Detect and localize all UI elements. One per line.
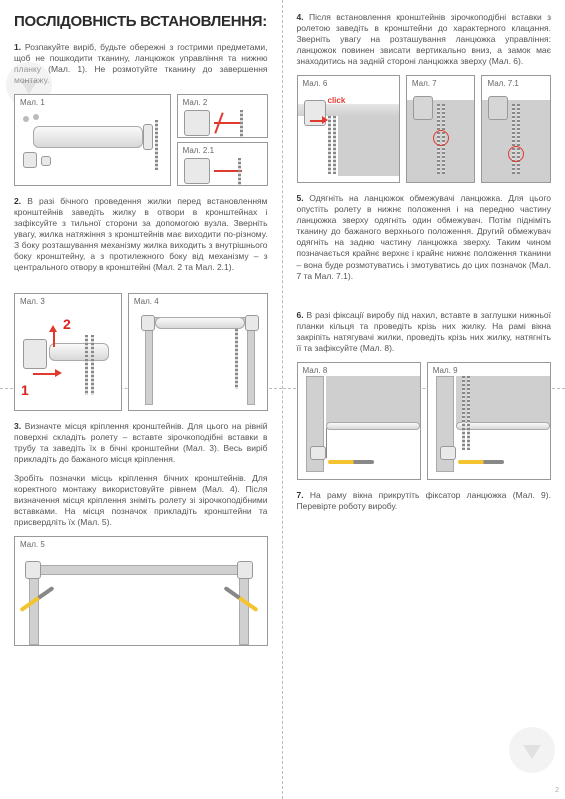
step-7-body: На раму вікна прикрутіть фіксатор ланцюж… [297,490,551,511]
step-1-num: 1. [14,42,21,52]
step-3a-body: Визначте місця кріплення кронштейнів. Дл… [14,421,268,464]
step-7-text: 7. На раму вікна прикрутіть фіксатор лан… [297,490,552,512]
left-column: ПОСЛІДОВНІСТЬ ВСТАНОВЛЕННЯ: 1. Розпакуйт… [0,0,283,799]
figure-7: Мал. 7 [406,75,476,183]
badge-1: 1 [21,381,29,399]
step-2-body: В разі бічного проведення жилки перед вс… [14,196,268,272]
step-2-num: 2. [14,196,21,206]
figure-5-label: Мал. 5 [15,537,267,550]
figure-row-2: Мал. 3 1 2 Мал. 4 [14,293,268,411]
figure-6: Мал. 6 click [297,75,400,183]
step-3a-text: 3. Визначте місця кріплення кронштейнів.… [14,421,268,465]
step-7-num: 7. [297,490,304,500]
figure-2-1: Мал. 2.1 [177,142,268,186]
badge-2: 2 [63,315,71,333]
figure-2-stack: Мал. 2 Мал. 2.1 [177,94,268,186]
step-5-body: Одягніть на ланцюжок обмежувачі ланцюжка… [297,193,552,280]
step-5-num: 5. [297,193,304,203]
figure-1-body [15,108,170,185]
figure-9: Мал. 9 [427,362,551,480]
figure-row-1: Мал. 1 Мал. 2 [14,94,268,186]
figure-3: Мал. 3 1 2 [14,293,122,411]
step-5-text: 5. Одягніть на ланцюжок обмежувачі ланцю… [297,193,552,281]
step-4-num: 4. [297,12,304,22]
page-number: 2 [555,786,559,795]
step-6-num: 6. [297,310,304,320]
figure-7-1: Мал. 7.1 [481,75,551,183]
figure-9-label: Мал. 9 [428,363,550,376]
right-column: 4. Після встановлення кронштейнів зірочк… [283,0,565,799]
figure-7-label: Мал. 7 [407,76,475,89]
figure-2-1-label: Мал. 2.1 [178,143,267,156]
step-4-body: Після встановлення кронштейнів зірочкопо… [297,12,552,66]
figure-2-label: Мал. 2 [178,95,267,108]
page-title: ПОСЛІДОВНІСТЬ ВСТАНОВЛЕННЯ: [14,12,268,32]
figure-row-5: Мал. 8 Мал. 9 [297,362,552,480]
step-3b-text: Зробіть позначки місць кріплення бічних … [14,473,268,528]
step-1-text: 1. Розпакуйте виріб, будьте обережні з г… [14,42,268,86]
figure-3-label: Мал. 3 [15,294,121,307]
figure-row-4: Мал. 6 click Мал. 7 [297,75,552,183]
figure-4: Мал. 4 [128,293,268,411]
step-6-text: 6. В разі фіксації виробу під нахил, вст… [297,310,552,354]
figure-4-label: Мал. 4 [129,294,267,307]
figure-1-label: Мал. 1 [15,95,170,108]
figure-8-label: Мал. 8 [298,363,420,376]
step-6-body: В разі фіксації виробу під нахил, вставт… [297,310,552,353]
step-2-text: 2. В разі бічного проведення жилки перед… [14,196,268,273]
watermark-icon-2 [509,727,555,773]
figure-1: Мал. 1 [14,94,171,186]
step-4-text: 4. Після встановлення кронштейнів зірочк… [297,12,552,67]
figure-2: Мал. 2 [177,94,268,138]
step-1-body: Розпакуйте виріб, будьте обережні з гост… [14,42,268,85]
figure-7-1-label: Мал. 7.1 [482,76,550,89]
step-3-num: 3. [14,421,21,431]
figure-8: Мал. 8 [297,362,421,480]
click-label: click [328,96,346,106]
figure-row-3: Мал. 5 [14,536,268,646]
figure-5: Мал. 5 [14,536,268,646]
figure-6-label: Мал. 6 [298,76,399,89]
